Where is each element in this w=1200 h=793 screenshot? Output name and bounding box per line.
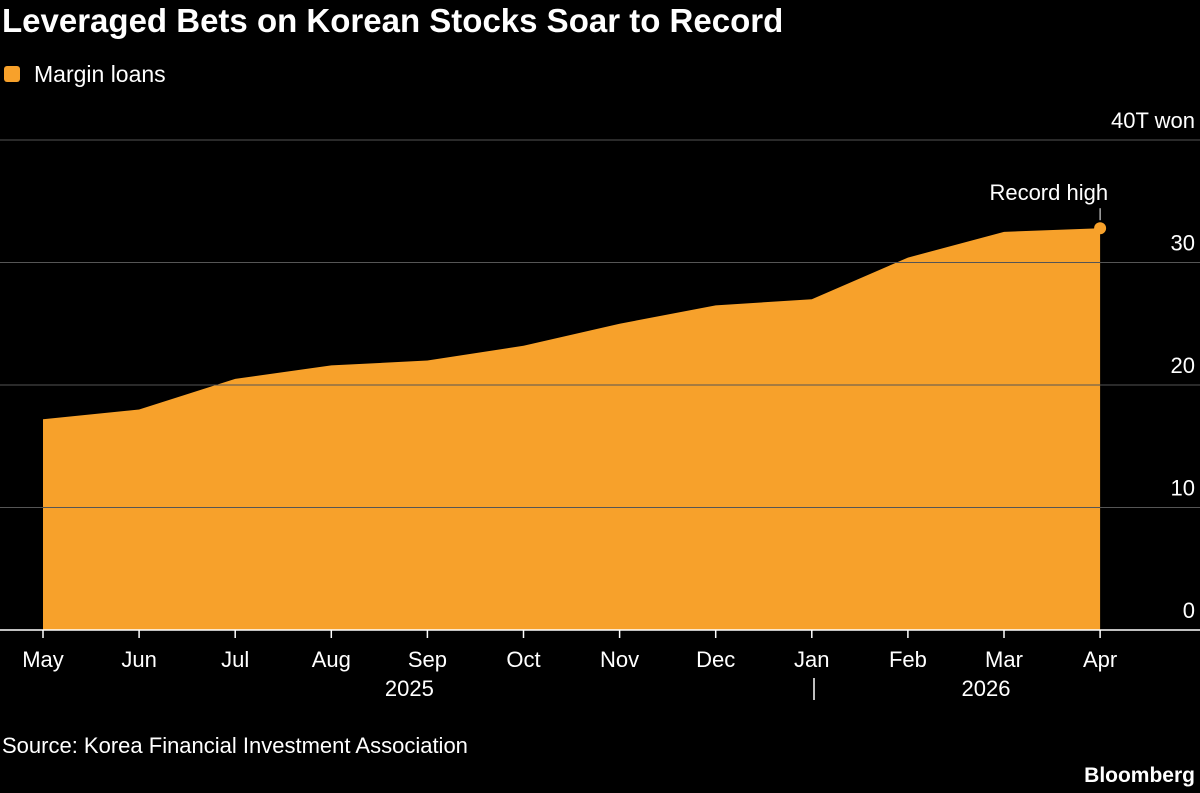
x-tick-label: Apr (1083, 647, 1117, 672)
x-tick-label: Nov (600, 647, 639, 672)
x-tick-label: Aug (312, 647, 351, 672)
y-tick-label: 0 (1183, 598, 1195, 623)
chart-title: Leveraged Bets on Korean Stocks Soar to … (2, 2, 783, 39)
x-tick-label: Feb (889, 647, 927, 672)
x-tick-label: Dec (696, 647, 735, 672)
x-tick-label: May (22, 647, 64, 672)
legend-swatch (4, 66, 20, 82)
x-tick-label: Jun (121, 647, 156, 672)
x-tick-label: Sep (408, 647, 447, 672)
y-tick-label: 20 (1171, 353, 1195, 378)
year-label: 2025 (385, 676, 434, 701)
y-tick-label: 10 (1171, 476, 1195, 501)
year-label: 2026 (962, 676, 1011, 701)
x-tick-label: Mar (985, 647, 1023, 672)
x-tick-label: Jul (221, 647, 249, 672)
annotation: Record high (989, 180, 1108, 205)
brand: Bloomberg (1084, 764, 1195, 787)
source: Source: Korea Financial Investment Assoc… (2, 733, 468, 758)
y-tick-label: 30 (1171, 231, 1195, 256)
area (43, 228, 1101, 630)
y-tick-label: 40T won (1111, 108, 1195, 133)
x-tick-label: Jan (794, 647, 829, 672)
x-tick-label: Oct (506, 647, 540, 672)
record-point (1094, 222, 1107, 235)
legend-label: Margin loans (34, 61, 166, 87)
